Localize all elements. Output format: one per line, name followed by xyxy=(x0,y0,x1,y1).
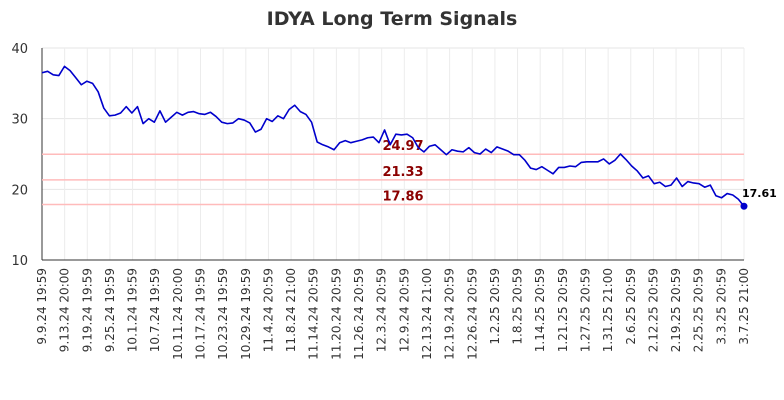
x-tick-label: 1.2.25 20:59 xyxy=(488,268,502,345)
x-tick-label: 12.26.24 20:59 xyxy=(465,268,479,360)
x-tick-label: 10.7.24 19:59 xyxy=(148,268,162,352)
x-tick-label: 9.19.24 19:59 xyxy=(80,268,94,352)
x-tick-label: 12.19.24 20:59 xyxy=(443,268,457,360)
x-tick-label: 2.12.25 20:59 xyxy=(646,268,660,352)
x-tick-label: 12.9.24 20:59 xyxy=(397,268,411,352)
x-tick-label: 1.8.25 20:59 xyxy=(511,268,525,345)
x-tick-label: 11.14.24 20:59 xyxy=(307,268,321,360)
x-tick-label: 9.25.24 19:59 xyxy=(103,268,117,352)
x-tick-label: 11.8.24 21:00 xyxy=(284,268,298,352)
x-tick-label: 10.17.24 19:59 xyxy=(194,268,208,360)
x-tick-label: 11.4.24 20:59 xyxy=(261,268,275,352)
signal-levels: 24.97 21.33 17.86 xyxy=(42,139,744,206)
x-tick-label: 9.13.24 20:00 xyxy=(58,268,72,352)
x-tick-label: 10.23.24 19:59 xyxy=(216,268,230,360)
y-axis: 10 20 30 40 xyxy=(11,42,28,269)
x-tick-label: 12.13.24 21:00 xyxy=(420,268,434,360)
series: 17.61 xyxy=(41,65,777,210)
x-tick-label: 1.14.25 20:59 xyxy=(533,268,547,352)
y-tick-label: 30 xyxy=(11,113,28,128)
x-tick-label: 10.1.24 19:59 xyxy=(126,268,140,352)
x-tick-label: 10.11.24 20:00 xyxy=(171,268,185,360)
y-tick-label: 20 xyxy=(11,183,28,198)
last-value-label: 17.61 xyxy=(742,187,777,200)
x-axis: 9.9.24 19:59 9.13.24 20:00 9.19.24 19:59 9.… xyxy=(35,268,751,360)
signal-level-label: 21.33 xyxy=(382,165,423,180)
x-tick-label: 12.3.24 20:59 xyxy=(375,268,389,352)
x-tick-label: 1.31.25 21:00 xyxy=(601,268,615,352)
x-tick-label: 10.29.24 19:59 xyxy=(239,268,253,360)
chart-title: IDYA Long Term Signals xyxy=(267,8,518,30)
last-point-marker xyxy=(740,202,748,210)
x-tick-label: 11.20.24 20:59 xyxy=(329,268,343,360)
x-tick-label: 1.27.25 20:59 xyxy=(578,268,592,352)
x-tick-label: 3.3.25 20:59 xyxy=(714,268,728,345)
x-tick-label: 11.26.24 20:59 xyxy=(352,268,366,360)
x-tick-label: 3.7.25 21:00 xyxy=(737,268,751,345)
x-tick-label: 1.21.25 20:59 xyxy=(556,268,570,352)
price-line xyxy=(41,65,745,207)
x-tick-label: 9.9.24 19:59 xyxy=(35,268,49,345)
signal-level-label: 17.86 xyxy=(382,189,423,204)
x-tick-label: 2.19.25 20:59 xyxy=(669,268,683,352)
y-tick-label: 40 xyxy=(11,42,28,57)
y-tick-label: 10 xyxy=(11,254,28,269)
x-tick-label: 2.6.25 20:59 xyxy=(624,268,638,345)
signal-level-label: 24.97 xyxy=(382,139,423,154)
x-tick-label: 2.25.25 20:59 xyxy=(692,268,706,352)
